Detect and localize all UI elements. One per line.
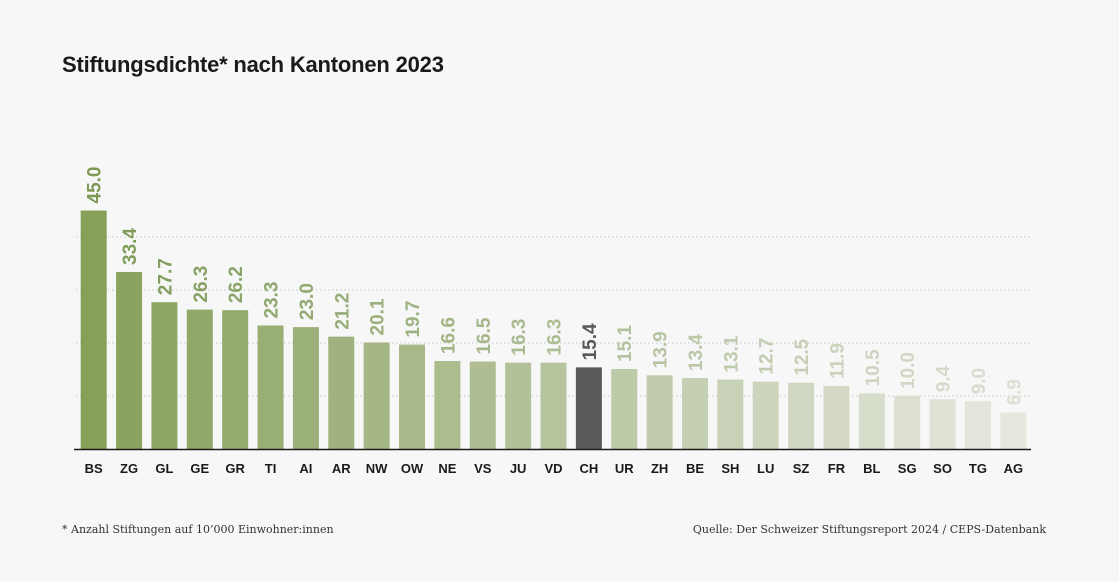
bar-tg [964,401,991,449]
category-label-zg: ZG [120,461,138,476]
bar-sz [788,382,815,449]
value-label-sz: 12.5 [792,338,813,375]
bar-ti [257,325,284,449]
value-label-ag: 6.9 [1004,379,1025,405]
category-label-zh: ZH [651,461,668,476]
value-label-ch: 15.4 [580,323,601,360]
value-label-vd: 16.3 [545,319,566,356]
category-label-ge: GE [190,461,209,476]
bar-sg [894,396,921,449]
value-label-ar: 21.2 [332,293,353,330]
category-label-bl: BL [863,461,880,476]
category-label-be: BE [686,461,704,476]
bar-zg [116,271,143,449]
value-label-tg: 9.0 [969,368,990,394]
category-label-lu: LU [757,461,774,476]
bar-ar [328,336,355,449]
bar-ur [611,368,638,449]
bar-nw [363,342,390,449]
bar-lu [752,381,779,449]
value-label-zg: 33.4 [120,228,141,265]
bar-bs [80,210,107,449]
category-label-bs: BS [85,461,103,476]
value-label-bl: 10.5 [863,349,884,386]
bar-ag [1000,412,1027,449]
value-label-zh: 13.9 [651,331,672,368]
value-label-ju: 16.3 [509,319,530,356]
category-label-sz: SZ [793,461,810,476]
category-label-ju: JU [510,461,527,476]
bar-ch [575,367,602,449]
category-label-tg: TG [969,461,987,476]
bar-gr [222,310,249,449]
category-label-ch: CH [579,461,598,476]
bar-ai [292,327,319,449]
footnote: * Anzahl Stiftungen auf 10’000 Einwohner… [62,523,334,536]
bars [80,210,1027,449]
bar-bl [858,393,885,449]
value-label-sh: 13.1 [721,335,742,372]
category-label-ai: AI [299,461,312,476]
value-label-lu: 12.7 [757,338,778,375]
bar-ne [434,361,461,449]
bar-vs [469,361,496,449]
value-label-gr: 26.2 [226,266,247,303]
category-label-sg: SG [898,461,917,476]
value-label-vs: 16.5 [474,317,495,354]
category-label-so: SO [933,461,952,476]
bar-fr [823,385,850,449]
category-label-ag: AG [1004,461,1024,476]
category-label-nw: NW [366,461,388,476]
value-label-ne: 16.6 [438,317,459,354]
value-label-ow: 19.7 [403,301,424,338]
value-label-so: 9.4 [934,365,955,392]
category-label-ow: OW [401,461,424,476]
bar-sh [717,379,744,449]
category-label-gl: GL [155,461,173,476]
category-label-gr: GR [225,461,245,476]
value-labels: 45.0 33.4 27.7 26.3 26.2 23.3 23.0 21.2 20.1 19.7… [85,167,1026,406]
category-label-fr: FR [828,461,846,476]
category-label-ur: UR [615,461,634,476]
value-label-ur: 15.1 [615,325,636,362]
source-note: Quelle: Der Schweizer Stiftungsreport 20… [692,523,1046,536]
value-label-bs: 45.0 [85,167,106,204]
value-label-fr: 11.9 [827,343,848,379]
bar-be [681,377,708,449]
category-label-ne: NE [438,461,456,476]
category-label-ar: AR [332,461,351,476]
category-label-vs: VS [474,461,492,476]
category-label-vd: VD [544,461,562,476]
value-label-gl: 27.7 [155,258,176,295]
bar-gl [151,302,178,449]
category-label-ti: TI [265,461,277,476]
value-label-sg: 10.0 [898,352,919,389]
value-label-ai: 23.0 [297,283,318,320]
bar-zh [646,375,673,449]
bar-so [929,399,956,449]
chart-title: Stiftungsdichte* nach Kantonen 2023 [62,52,444,77]
category-labels: BS ZG GL GE GR TI AI AR NW OW NE VS JU VD CH UR ZH BE SH LU… [85,461,1023,476]
value-label-be: 13.4 [686,334,707,371]
bar-vd [540,362,567,449]
bar-ge [186,309,213,449]
bar-ju [505,362,532,449]
value-label-ge: 26.3 [191,266,212,303]
category-label-sh: SH [721,461,739,476]
value-label-nw: 20.1 [368,298,389,335]
value-label-ti: 23.3 [262,282,283,319]
bar-ow [399,344,426,449]
